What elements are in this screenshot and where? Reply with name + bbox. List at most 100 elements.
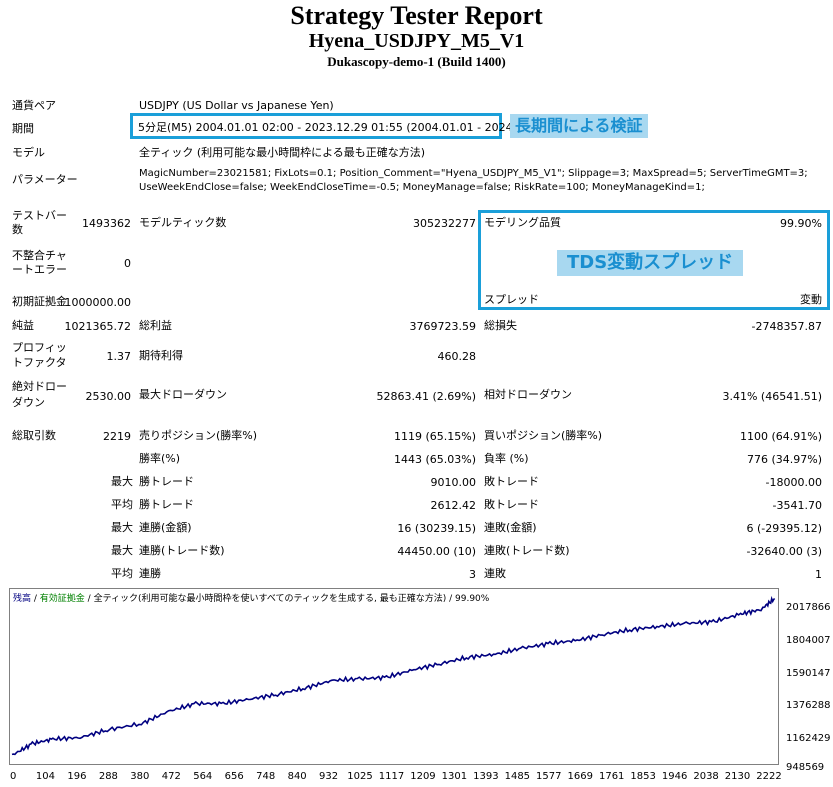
expected-payoff-label: 期待利得 [139, 349, 183, 362]
profit-factor-label-1: プロフィッ [12, 341, 67, 354]
loss-rate-value: 776 (34.97%) [746, 453, 822, 466]
avg-prefix: 平均 [111, 498, 133, 511]
expected-payoff-value: 460.28 [437, 350, 477, 363]
avg-cons-win-value: 3 [469, 568, 476, 581]
avg-loss-value: -3541.70 [772, 499, 822, 512]
cons-loss-trades-label: 連敗(トレード数) [484, 544, 570, 557]
max-prefix: 最大 [111, 475, 133, 488]
params-line-2: UseWeekEndClose=false; WeekEndCloseTime=… [139, 182, 705, 193]
x-tick-label: 288 [98, 771, 118, 782]
max-loss-value: -18000.00 [765, 476, 822, 489]
abs-drawdown-value: 2530.00 [85, 390, 132, 403]
ticks-label: モデルティック数 [139, 216, 227, 229]
deposit-label: 初期証拠金 [12, 295, 67, 308]
cons-loss-amount-value: 6 (-29395.12) [746, 522, 822, 535]
legend-sep-1: / [31, 594, 40, 604]
balance-chart-svg [11, 595, 776, 756]
avg-win-value: 2612.42 [430, 499, 477, 512]
x-tick-label: 2130 [724, 771, 751, 782]
x-tick-label: 1025 [347, 771, 373, 782]
x-tick-label: 380 [130, 771, 150, 782]
avg-win-label: 勝トレード [139, 498, 194, 511]
profit-factor-value: 1.37 [106, 350, 132, 363]
y-tick-label: 2017866 [786, 602, 831, 613]
bars-label-1: テストバー [12, 209, 67, 222]
x-tick-label: 472 [161, 771, 181, 782]
gross-loss-label: 総損失 [484, 319, 517, 332]
spread-value: 変動 [800, 293, 822, 306]
rel-drawdown-label: 相対ドローダウン [484, 388, 572, 401]
profit-factor-label-2: トファクタ [12, 356, 67, 369]
period-note: 長期間による検証 [510, 114, 648, 138]
abs-drawdown-label-2: ダウン [12, 396, 45, 409]
short-positions-label: 売りポジション(勝率%) [139, 429, 258, 442]
x-tick-label: 0 [10, 771, 17, 782]
avg-cons-win-label: 連勝 [139, 567, 161, 580]
ticks-value: 305232277 [413, 217, 476, 230]
legend-equity: 有効証拠金 [39, 594, 85, 604]
x-tick-label: 1117 [378, 771, 405, 782]
max-drawdown-label: 最大ドローダウン [139, 388, 227, 401]
balance-chart [9, 588, 779, 765]
max-prefix-2: 最大 [111, 521, 133, 534]
avg-cons-loss-value: 1 [815, 568, 822, 581]
mismatch-label-2: ートエラー [12, 263, 67, 276]
model-value: 全ティック (利用可能な最小時間枠による最も正確な方法) [139, 146, 426, 159]
mismatch-label-1: 不整合チャ [12, 249, 67, 262]
y-tick-label: 1376288 [786, 700, 831, 711]
symbol-value: USDJPY (US Dollar vs Japanese Yen) [139, 99, 334, 112]
avg-cons-loss-label: 連敗 [484, 567, 506, 580]
cons-win-amount-label: 連勝(金額) [139, 521, 192, 534]
x-tick-label: 1209 [410, 771, 436, 782]
legend-model: 全ティック(利用可能な最小時間枠を使いすべてのティックを生成する, 最も正確な方… [93, 594, 447, 604]
bars-value: 1493362 [82, 217, 131, 230]
x-tick-label: 1393 [473, 771, 499, 782]
loss-rate-label: 負率 (%) [484, 452, 529, 465]
x-tick-label: 840 [287, 771, 307, 782]
y-tick-label: 1590147 [786, 668, 831, 679]
x-tick-label: 1946 [661, 771, 688, 782]
legend-balance: 残高 [13, 594, 32, 604]
legend-sep-2: / [84, 594, 94, 604]
model-label: モデル [12, 146, 45, 159]
cons-win-trades-value: 44450.00 (10) [397, 545, 476, 558]
x-tick-label: 1577 [536, 771, 562, 782]
legend-quality: / 99.90% [446, 594, 490, 604]
total-trades-label: 総取引数 [12, 429, 56, 442]
cons-win-amount-value: 16 (30239.15) [397, 522, 476, 535]
deposit-value: 1000000.00 [64, 296, 131, 309]
symbol-label: 通貨ペア [12, 99, 56, 112]
x-tick-label: 748 [256, 771, 276, 782]
x-tick-label: 1301 [441, 771, 468, 782]
x-tick-label: 1761 [598, 771, 625, 782]
long-positions-value: 1100 (64.91%) [739, 430, 822, 443]
win-rate-label: 勝率(%) [139, 452, 181, 465]
x-tick-label: 1485 [504, 771, 531, 782]
x-tick-label: 2222 [756, 771, 782, 782]
y-tick-label: 948569 [786, 762, 825, 773]
gross-loss-value: -2748357.87 [751, 320, 822, 333]
max-win-value: 9010.00 [430, 476, 477, 489]
quality-highlight-box [478, 210, 830, 310]
x-tick-label: 932 [319, 771, 339, 782]
net-profit-value: 1021365.72 [64, 320, 131, 333]
spread-label: スプレッド [484, 293, 539, 306]
quality-value: 99.90% [780, 217, 822, 230]
period-value: 5分足(M5) 2004.01.01 02:00 - 2023.12.29 01… [138, 121, 552, 134]
cons-loss-amount-label: 連敗(金額) [484, 521, 537, 534]
period-label: 期間 [12, 122, 34, 135]
total-trades-value: 2219 [103, 430, 131, 443]
net-profit-label: 純益 [12, 319, 34, 332]
y-tick-label: 1162429 [786, 733, 831, 744]
x-tick-label: 1853 [630, 771, 656, 782]
cons-loss-trades-value: -32640.00 (3) [746, 545, 822, 558]
server-name: Dukascopy-demo-1 (Build 1400) [327, 54, 506, 69]
report-subtitle: Hyena_USDJPY_M5_V1 [308, 30, 525, 52]
x-tick-label: 564 [193, 771, 213, 782]
rel-drawdown-value: 3.41% (46541.51) [722, 390, 822, 403]
avg-loss-label: 敗トレード [484, 498, 539, 511]
x-tick-label: 1669 [567, 771, 593, 782]
quality-label: モデリング品質 [484, 216, 561, 229]
x-tick-label: 104 [35, 771, 55, 782]
gross-profit-value: 3769723.59 [409, 320, 476, 333]
